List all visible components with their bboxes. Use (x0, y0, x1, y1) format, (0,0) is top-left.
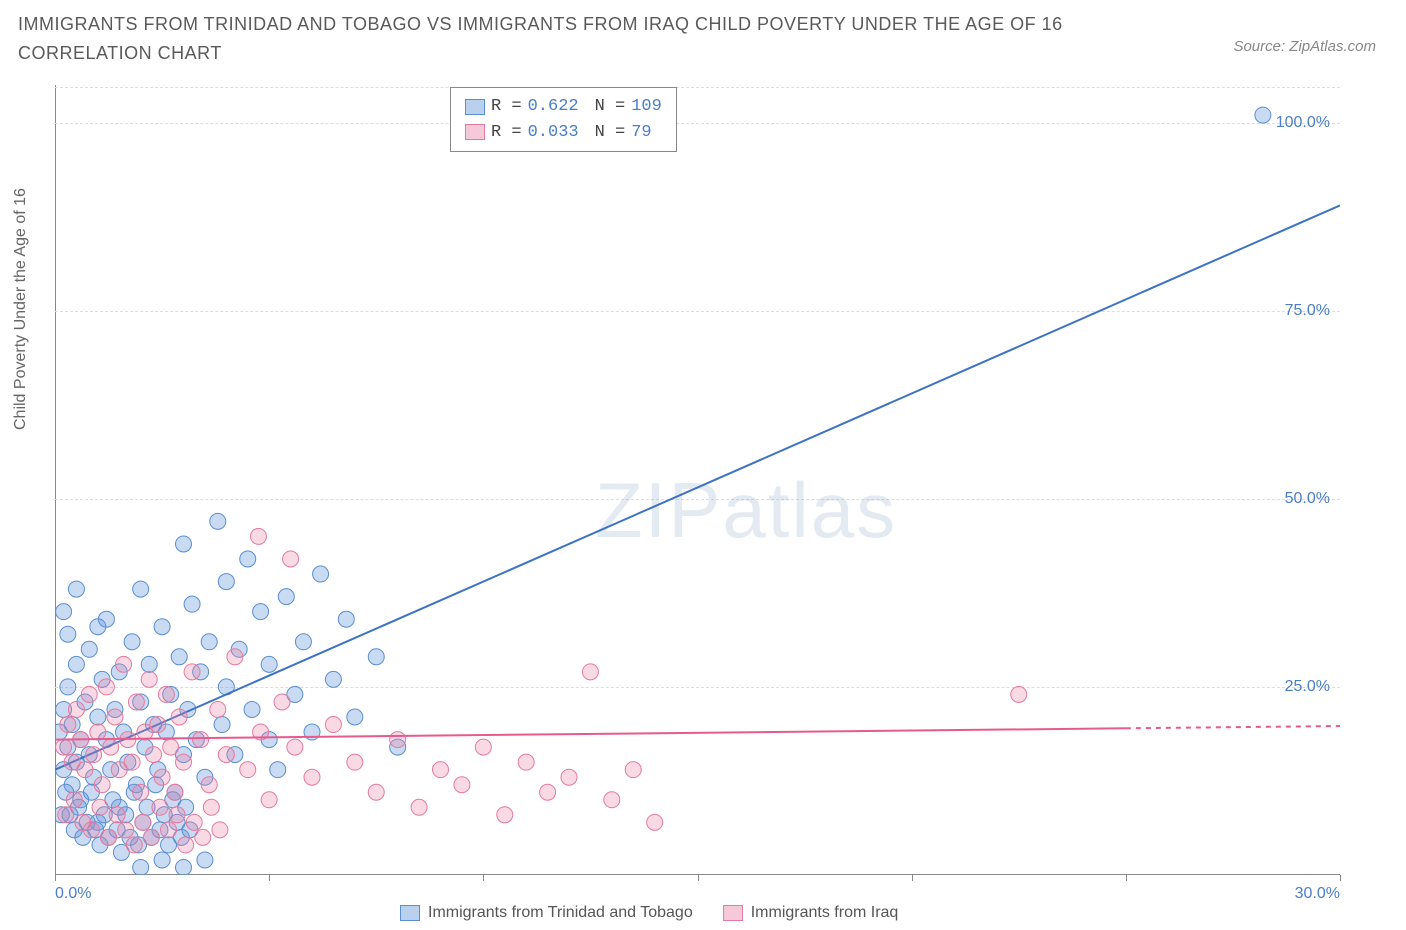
series-2-r-value: 0.033 (528, 120, 579, 146)
x-tick-label: 0.0% (55, 885, 91, 903)
plot-area: 25.0%50.0%75.0%100.0% 0.0%30.0% ZIPatlas… (55, 85, 1340, 875)
watermark: ZIPatlas (595, 465, 897, 556)
y-tick-label: 50.0% (1285, 490, 1330, 508)
series-1-r-value: 0.622 (528, 94, 579, 120)
x-tick-label: 30.0% (1295, 885, 1340, 903)
legend-item-series-2: Immigrants from Iraq (723, 904, 899, 922)
y-axis-label: Child Poverty Under the Age of 16 (12, 188, 30, 430)
y-tick-label: 75.0% (1285, 302, 1330, 320)
series-1-swatch (400, 905, 420, 921)
bottom-legend: Immigrants from Trinidad and Tobago Immi… (400, 904, 898, 922)
series-2-swatch (723, 905, 743, 921)
r-label: R = (491, 94, 522, 120)
stats-row-series-1: R = 0.622 N = 109 (465, 94, 662, 120)
r-label: R = (491, 120, 522, 146)
n-label: N = (595, 120, 626, 146)
series-1-swatch (465, 99, 485, 115)
series-1-label: Immigrants from Trinidad and Tobago (428, 904, 693, 922)
scatter-svg (55, 85, 1340, 875)
y-axis-line (55, 85, 56, 875)
series-1-n-value: 109 (631, 94, 662, 120)
series-2-swatch (465, 124, 485, 140)
chart-title: IMMIGRANTS FROM TRINIDAD AND TOBAGO VS I… (18, 10, 1118, 68)
n-label: N = (595, 94, 626, 120)
y-tick-label: 25.0% (1285, 678, 1330, 696)
series-2-n-value: 79 (631, 120, 651, 146)
y-tick-label: 100.0% (1276, 114, 1330, 132)
source-attribution: Source: ZipAtlas.com (1233, 38, 1376, 55)
legend-item-series-1: Immigrants from Trinidad and Tobago (400, 904, 693, 922)
series-2-label: Immigrants from Iraq (751, 904, 899, 922)
stats-row-series-2: R = 0.033 N = 79 (465, 120, 662, 146)
stats-legend-box: R = 0.622 N = 109 R = 0.033 N = 79 (450, 87, 677, 152)
